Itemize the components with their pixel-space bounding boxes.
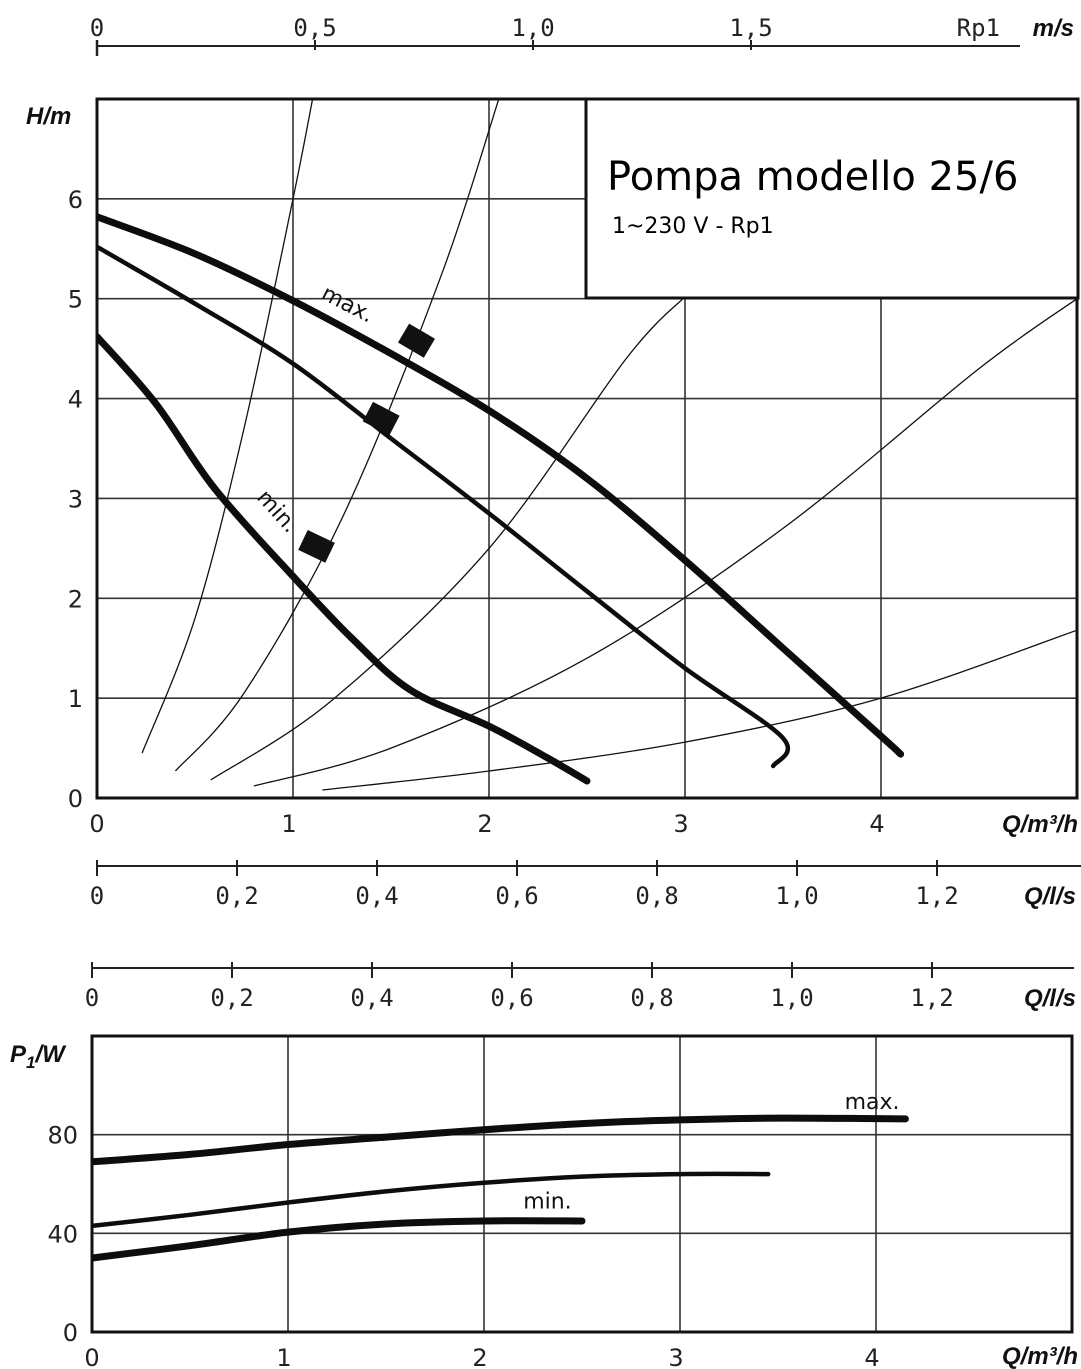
series-line-mid <box>92 1171 771 1229</box>
x-tick-label: 3 <box>673 810 688 838</box>
plot-frame <box>90 1034 1074 1334</box>
head-flow-axis-tick-label: 0,2 <box>215 882 258 910</box>
power-flow-axis-tick-label: 0,8 <box>630 984 673 1012</box>
y-tick-label: 0 <box>63 1319 78 1347</box>
velocity-tick-label: 0,5 <box>293 14 336 42</box>
velocity-axis-label: Rp1 <box>957 14 1000 42</box>
velocity-axis: 0 0,5 1,0 1,5 Rp1 m/s <box>90 14 1074 56</box>
system-curve <box>174 99 500 772</box>
head-flow-axis-tick-label: 0,8 <box>635 882 678 910</box>
y-tick-label: 3 <box>68 485 83 513</box>
velocity-tick-label: 0 <box>90 14 104 42</box>
series-line-max <box>97 213 905 758</box>
x-tick-label: 0 <box>84 1344 99 1369</box>
head-x-axis-label: Q/m³/h <box>1002 811 1078 838</box>
y-tick-label: 6 <box>68 186 83 214</box>
system-curve <box>141 99 314 754</box>
head-flow-axis-unit: Q/l/s <box>1024 883 1076 910</box>
head-flow-axis-tick-label: 0,4 <box>355 882 398 910</box>
title-box-frame <box>584 97 1080 300</box>
power-flow-axis-tick-label: 0,6 <box>490 984 533 1012</box>
y-tick-label: 80 <box>47 1122 78 1150</box>
series-line-mid <box>97 244 791 769</box>
speed-setting-marker <box>397 323 435 358</box>
power-max-label: max. <box>845 1090 900 1115</box>
system-curve <box>253 298 1077 787</box>
title-box: Pompa modello 25/6 1~230 V - Rp1 <box>584 97 1080 300</box>
series-line-min <box>92 1217 586 1262</box>
velocity-axis-unit: m/s <box>1033 15 1074 42</box>
x-tick-label: 1 <box>276 1344 291 1369</box>
power-flow-axis-tick-label: 1,0 <box>770 984 813 1012</box>
x-tick-label: 2 <box>472 1344 487 1369</box>
y-tick-label: 1 <box>68 685 83 713</box>
speed-setting-marker <box>362 401 400 436</box>
head-min-label: min. <box>252 485 303 538</box>
x-tick-label: 4 <box>864 1344 879 1369</box>
x-tick-label: 4 <box>869 810 884 838</box>
velocity-tick-label: 1,0 <box>511 14 554 42</box>
system-curve <box>322 629 1077 791</box>
x-tick-label: 2 <box>477 810 492 838</box>
power-min-label: min. <box>523 1190 571 1215</box>
series-line-max <box>92 1114 909 1166</box>
power-flow-axis-tick-label: 0,2 <box>210 984 253 1012</box>
power-flow-axis-tick-label: 0,4 <box>350 984 393 1012</box>
series-line-min <box>97 333 591 785</box>
power-flow-axis-tick-label: 0 <box>85 984 99 1012</box>
head-flow-axis-tick-label: 1,2 <box>915 882 958 910</box>
head-flow-axis-tick-label: 1,0 <box>775 882 818 910</box>
power-y-axis-label: P1/W <box>10 1041 67 1072</box>
chart-subtitle: 1~230 V - Rp1 <box>612 214 774 239</box>
head-flow-axis-tick-label: 0,6 <box>495 882 538 910</box>
speed-setting-marker <box>298 529 335 563</box>
y-tick-label: 0 <box>68 785 83 813</box>
x-tick-label: 3 <box>668 1344 683 1369</box>
power-flow-axis-tick-label: 1,2 <box>910 984 953 1012</box>
head-flow-axis-tick-label: 0 <box>90 882 104 910</box>
chart-title: Pompa modello 25/6 <box>607 154 1018 200</box>
power-chart: 0 40 80 0 1 2 3 4 P1/W Q/m³/h max. min. 0 0,2 0,4 0,6 0,… <box>10 962 1078 1369</box>
y-tick-label: 2 <box>68 585 83 613</box>
x-tick-label: 1 <box>281 810 296 838</box>
power-flow-axis-unit: Q/l/s <box>1024 985 1076 1012</box>
y-tick-label: 4 <box>68 386 83 414</box>
head-y-axis-label: H/m <box>26 103 71 130</box>
system-curve <box>210 296 686 781</box>
y-tick-label: 5 <box>68 286 83 314</box>
velocity-tick-label: 1,5 <box>729 14 772 42</box>
x-tick-label: 0 <box>89 810 104 838</box>
power-x-axis-label: Q/m³/h <box>1002 1343 1078 1369</box>
y-tick-label: 40 <box>47 1220 78 1248</box>
